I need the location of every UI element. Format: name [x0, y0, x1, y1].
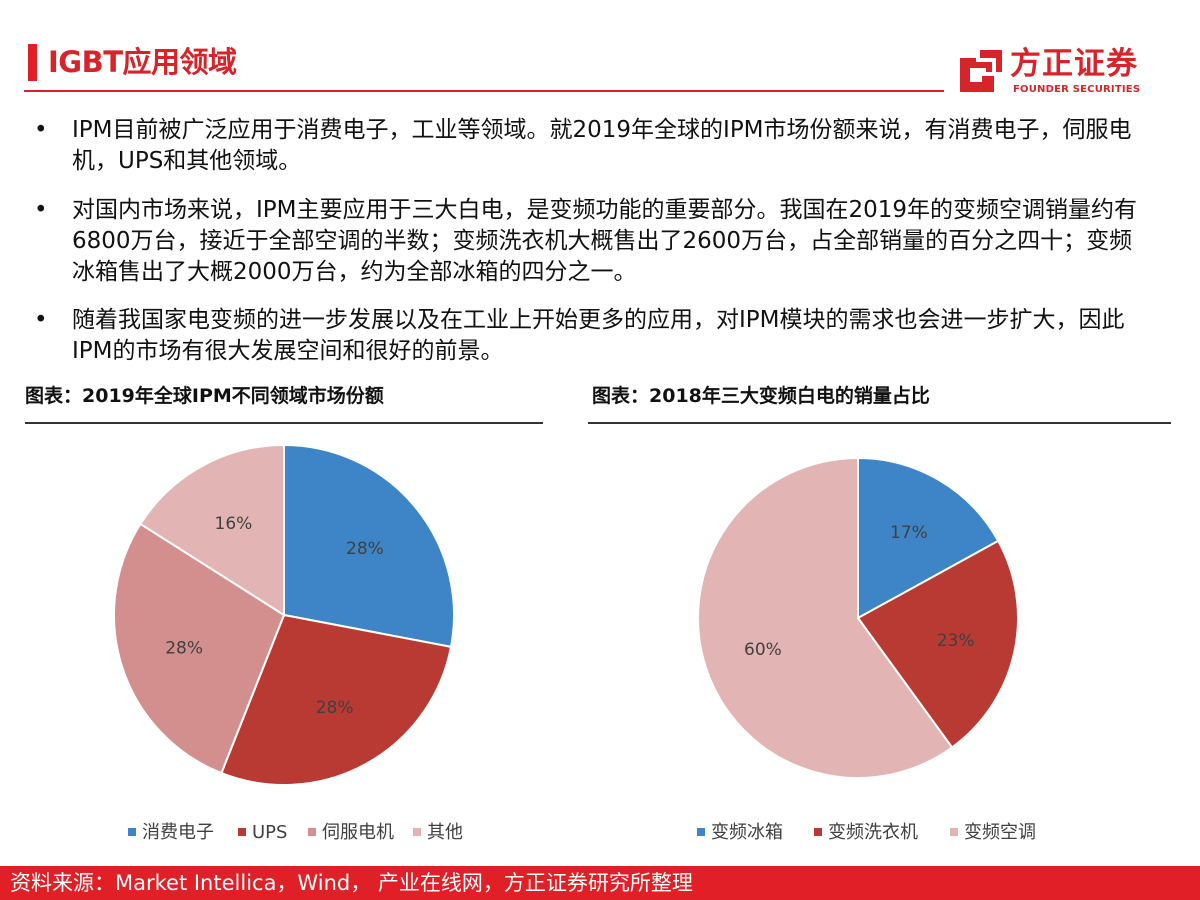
pie-charts: 28% 28% 28% 16% 消费电子 UPS 伺服电机 其他 17% 23% 60% 变频冰…	[112, 443, 1036, 843]
pie-chart-global-ipm: 28% 28% 28% 16%	[112, 443, 455, 786]
legend-swatch	[950, 828, 958, 836]
chart-title-divider	[588, 422, 1171, 424]
chart-title-white-goods: 图表：2018年三大变频白电的销量占比	[592, 385, 930, 407]
legend-label: 变频洗衣机	[828, 822, 918, 843]
title-accent-bar	[28, 44, 37, 81]
slice-data-label: 60%	[744, 640, 782, 660]
bullet-marker: •	[34, 197, 48, 223]
legend-swatch	[814, 828, 822, 836]
legend-label: 消费电子	[142, 822, 214, 843]
pie-chart-white-goods: 17% 23% 60%	[697, 456, 1019, 779]
header-divider	[24, 90, 944, 92]
legend-label: 其他	[427, 822, 463, 843]
chart-title-divider	[25, 422, 543, 424]
legend-swatch	[697, 828, 705, 836]
pie-slice	[112, 522, 286, 775]
slice-data-label: 16%	[215, 514, 253, 534]
pie-slice	[139, 443, 285, 617]
founder-logo-icon	[960, 50, 1002, 92]
pie-slice	[283, 443, 455, 649]
pie-slice	[697, 456, 954, 779]
company-logo: 方正证券 FOUNDER SECURITIES	[958, 42, 1168, 102]
legend-swatch	[238, 828, 246, 836]
pie-slice	[220, 613, 453, 786]
slice-data-label: 23%	[937, 631, 975, 651]
chart-title-global-ipm: 图表：2019年全球IPM不同领域市场份额	[25, 385, 384, 407]
slice-data-label: 28%	[316, 698, 354, 718]
legend-label: UPS	[252, 822, 287, 843]
footer-bar: 资料来源：Market Intellica，Wind， 产业在线网，方正证券研究…	[0, 866, 1200, 900]
bullet-text: IPM目前被广泛应用于消费电子，工业等领域。就2019年全球的IPM市场份额来说…	[72, 117, 1132, 174]
bullet-marker: •	[34, 307, 48, 333]
bullet-text: 对国内市场来说，IPM主要应用于三大白电，是变频功能的重要部分。我国在2019年…	[72, 197, 1138, 285]
pie-slice	[856, 539, 1019, 749]
slice-data-label: 17%	[890, 523, 928, 543]
legend-label: 伺服电机	[322, 822, 394, 843]
logo-english-name: FOUNDER SECURITIES	[1013, 84, 1141, 95]
legend-swatch	[308, 828, 316, 836]
footer-source: 资料来源：Market Intellica，Wind， 产业在线网，方正证券研究…	[10, 871, 693, 895]
slice-data-label: 28%	[346, 539, 384, 559]
page-title: IGBT应用领域	[48, 45, 237, 79]
bullet-marker: •	[34, 117, 48, 143]
bullet-text: 随着我国家电变频的进一步发展以及在工业上开始更多的应用，对IPM模块的需求也会进…	[72, 307, 1125, 364]
legend-label: 变频空调	[964, 822, 1036, 843]
pie-slice	[857, 456, 1000, 620]
legend-swatch	[413, 828, 421, 836]
logo-chinese-name: 方正证券	[1010, 46, 1138, 82]
slice-data-label: 28%	[165, 638, 203, 658]
legend-global-ipm: 消费电子 UPS 伺服电机 其他	[128, 822, 463, 843]
legend-white-goods: 变频冰箱 变频洗衣机 变频空调	[697, 822, 1036, 843]
legend-swatch	[128, 828, 136, 836]
legend-label: 变频冰箱	[711, 822, 783, 843]
